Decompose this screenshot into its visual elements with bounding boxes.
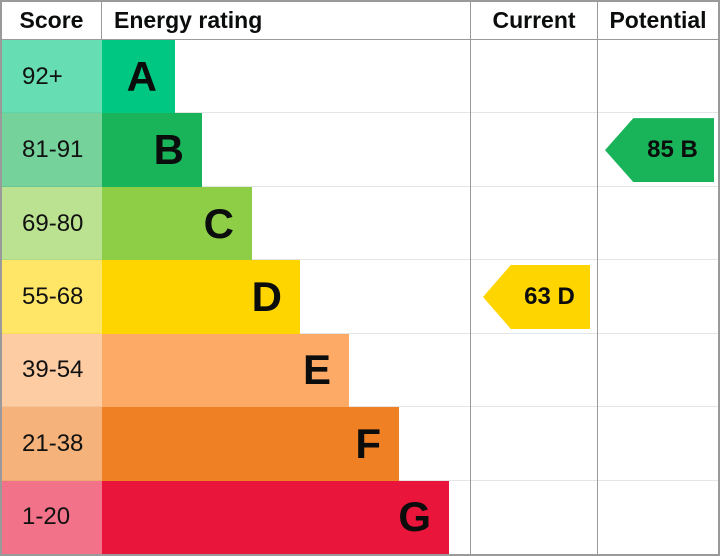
header-energy-rating: Energy rating: [114, 7, 263, 33]
current-rating-arrow: 63 D: [483, 264, 590, 329]
potential-column-cell: [597, 186, 718, 261]
table-header-row: Score Energy rating Current Potential: [2, 2, 718, 40]
header-score: Score: [2, 2, 102, 39]
current-column-cell: [470, 480, 597, 554]
band-row: 21-38 F: [2, 407, 718, 481]
band-bar: D: [102, 260, 300, 334]
band-rows: 92+ A 81-91 B 85 B 69-80 C 55-68 D 63 D …: [2, 40, 718, 554]
potential-column-cell: [597, 407, 718, 481]
band-bar: E: [102, 333, 349, 408]
potential-rating-arrow: 85 B: [605, 118, 714, 183]
header-potential: Potential: [597, 2, 718, 39]
band-bar-cell: C: [102, 186, 470, 261]
potential-column-cell: [597, 260, 718, 334]
band-row: 55-68 D 63 D: [2, 260, 718, 335]
current-column-cell: [470, 407, 597, 481]
band-score-range: 39-54: [2, 333, 102, 408]
potential-column-cell: [597, 40, 718, 114]
band-bar-cell: F: [102, 407, 470, 481]
potential-column-cell: [597, 480, 718, 554]
current-column-cell: [470, 186, 597, 261]
band-score-range: 69-80: [2, 186, 102, 261]
band-row: 81-91 B 85 B: [2, 113, 718, 188]
current-column-cell: [470, 333, 597, 408]
band-bar-cell: D: [102, 260, 470, 334]
current-column-cell: [470, 113, 597, 187]
band-bar-cell: A: [102, 40, 470, 114]
band-bar: C: [102, 186, 252, 261]
band-bar-cell: E: [102, 333, 470, 408]
current-column-cell: 63 D: [470, 260, 597, 334]
band-row: 92+ A: [2, 40, 718, 114]
band-bar: F: [102, 407, 399, 481]
band-row: 1-20 G: [2, 480, 718, 554]
band-bar-cell: G: [102, 480, 470, 554]
band-score-range: 81-91: [2, 113, 102, 187]
band-score-range: 21-38: [2, 407, 102, 481]
potential-column-cell: 85 B: [597, 113, 718, 187]
current-column-cell: [470, 40, 597, 114]
header-current: Current: [470, 2, 597, 39]
band-row: 39-54 E: [2, 333, 718, 408]
band-row: 69-80 C: [2, 186, 718, 261]
band-bar-cell: B: [102, 113, 470, 187]
band-bar: B: [102, 113, 202, 187]
potential-column-cell: [597, 333, 718, 408]
band-bar: A: [102, 40, 175, 114]
band-score-range: 55-68: [2, 260, 102, 334]
band-score-range: 1-20: [2, 480, 102, 554]
band-score-range: 92+: [2, 40, 102, 114]
band-bar: G: [102, 480, 449, 554]
